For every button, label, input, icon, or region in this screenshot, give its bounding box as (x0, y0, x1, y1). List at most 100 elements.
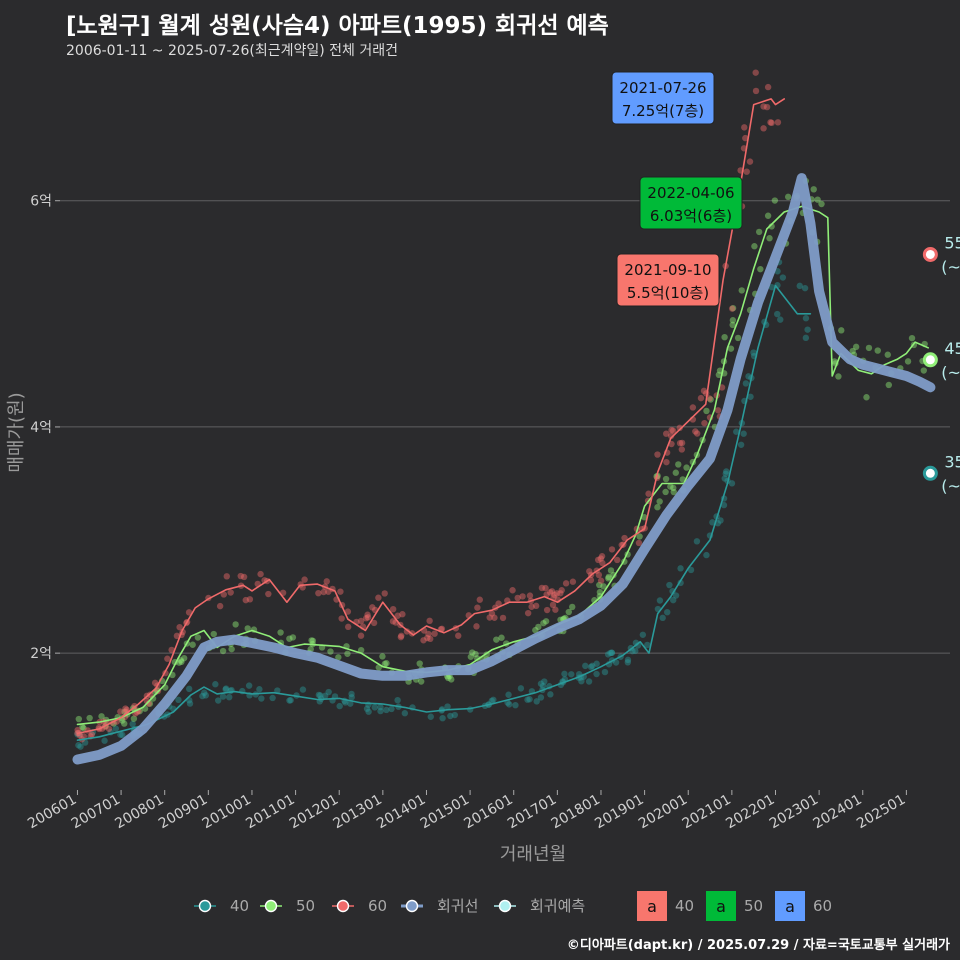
x-tick-label: 201701 (505, 792, 559, 833)
transaction-dot (317, 692, 324, 699)
transaction-dot (164, 655, 171, 662)
transaction-dot (597, 577, 605, 584)
transaction-dot (286, 697, 293, 704)
transaction-dot (357, 646, 365, 654)
transaction-dot (383, 706, 390, 714)
transaction-dot (601, 668, 609, 676)
transaction-dot (301, 576, 308, 583)
transaction-dot (344, 650, 351, 657)
transaction-dot (722, 470, 729, 477)
transaction-dot (548, 588, 556, 595)
transaction-dot (865, 344, 873, 352)
transaction-dot (852, 343, 860, 351)
transaction-dot (149, 695, 157, 702)
transaction-dot (700, 387, 708, 395)
transaction-dot (777, 316, 784, 323)
transaction-dot (537, 694, 545, 701)
transaction-dot (401, 710, 409, 717)
transaction-dot (173, 632, 181, 640)
transaction-dot (728, 305, 736, 312)
transaction-dot (607, 649, 614, 657)
transaction-dot (656, 597, 664, 604)
x-tick-label: 201801 (549, 792, 603, 833)
transaction-dot (547, 691, 554, 698)
transaction-dot (223, 573, 230, 580)
transaction-dot (315, 589, 322, 597)
transaction-dot (98, 713, 105, 720)
legend-label: 회귀선 (437, 897, 478, 915)
transaction-dot (364, 611, 371, 618)
transaction-dot (546, 589, 554, 596)
transaction-dot (439, 714, 446, 722)
transaction-dot (364, 614, 372, 621)
transaction-dot (186, 700, 194, 707)
transaction-dot (669, 427, 677, 434)
transaction-dot (498, 634, 505, 641)
transaction-dot (670, 596, 677, 604)
end-label-area: (~40㎡) (941, 476, 960, 495)
annotation-ann50: 2022-04-06 6.03억(6층) (639, 176, 743, 230)
transaction-dot (743, 168, 750, 175)
transaction-dot (774, 119, 782, 126)
transaction-dot (763, 103, 771, 111)
x-tick-label: 201001 (200, 792, 254, 833)
transaction-dot (608, 546, 616, 553)
transaction-dot (538, 584, 546, 592)
transaction-dot (417, 678, 425, 685)
transaction-dot (389, 618, 397, 625)
transaction-dot (337, 588, 344, 595)
transaction-dot (672, 592, 680, 599)
transaction-dot (237, 572, 244, 580)
transaction-dot (227, 589, 234, 596)
transaction-dot (645, 490, 652, 497)
x-axis-label: 거래년월 (500, 844, 566, 865)
transaction-dot (220, 591, 228, 598)
transaction-dot (670, 484, 677, 492)
transaction-dot (528, 603, 535, 610)
transaction-dot (509, 587, 516, 594)
transaction-dot (219, 693, 227, 700)
legend: 40 50 60 회귀선 회귀예측 a 40 a 50 a 60 (194, 891, 832, 921)
transaction-dot (600, 583, 607, 590)
transaction-dot (388, 705, 395, 713)
transaction-dot (448, 676, 455, 683)
transaction-dot (490, 696, 497, 703)
transaction-dot (678, 439, 686, 447)
x-tick-label: 200901 (156, 792, 210, 833)
transaction-dot (728, 480, 736, 487)
legend-box-label: 40 (675, 897, 694, 915)
transaction-dot (212, 681, 219, 688)
transaction-dot (612, 659, 620, 666)
transaction-dot (740, 430, 747, 437)
legend-box-label: 50 (744, 897, 763, 915)
transaction-dot (325, 588, 332, 595)
y-tick-label: 6억 (30, 194, 52, 210)
transaction-dot (667, 432, 675, 440)
transaction-dot (599, 559, 606, 567)
transaction-dot (467, 653, 475, 660)
x-tick-label: 201401 (374, 792, 428, 833)
transaction-dot (558, 587, 565, 594)
transaction-dot (348, 694, 355, 701)
transaction-dot (438, 625, 446, 633)
transaction-dot (214, 697, 222, 704)
transaction-dot (784, 193, 792, 201)
transaction-dot (768, 119, 775, 127)
transaction-dot (838, 327, 845, 334)
transaction-dot (130, 715, 138, 722)
legend-box-glyph: a (647, 897, 657, 916)
transaction-dot (596, 581, 603, 589)
transaction-dot (557, 590, 564, 597)
transaction-dot (764, 83, 772, 91)
transaction-dot (488, 610, 496, 617)
transaction-dot (185, 685, 193, 693)
transaction-dot (472, 650, 479, 658)
transaction-dot (370, 619, 378, 627)
transaction-dot (365, 708, 372, 715)
legend-box-60 (775, 891, 805, 921)
transaction-dot (321, 692, 329, 700)
transaction-dot (885, 381, 893, 389)
transaction-dot (779, 274, 787, 281)
transaction-dot (729, 304, 737, 312)
transaction-dot (543, 606, 551, 614)
